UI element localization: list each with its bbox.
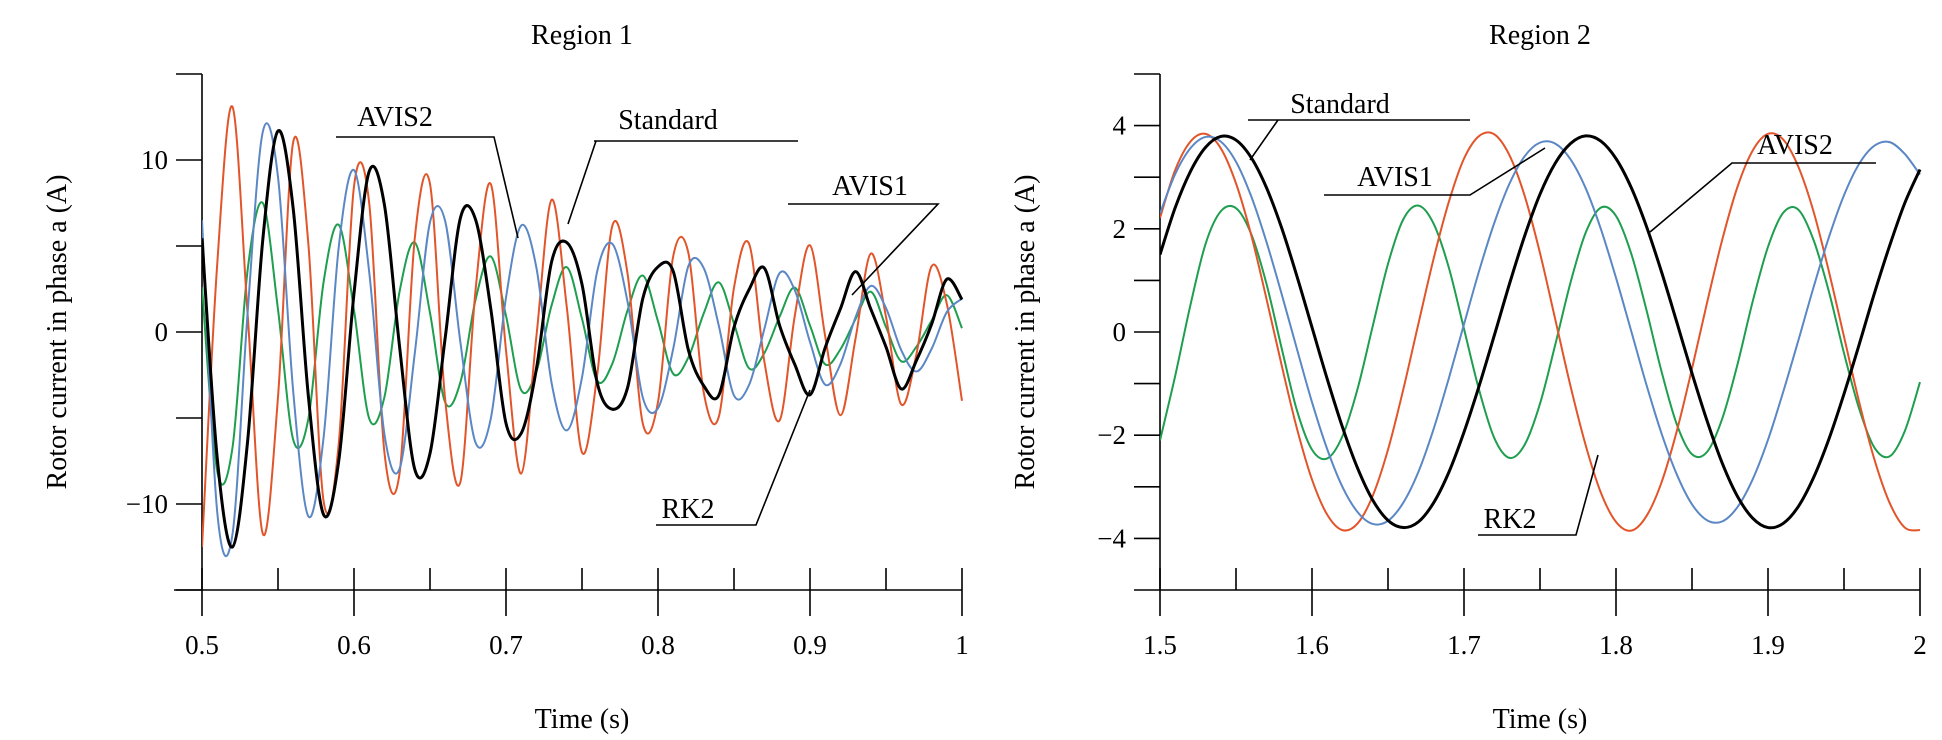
annotation-leader-avis2 (1649, 162, 1876, 233)
y-tick-label: −4 (1097, 523, 1126, 553)
series-line-rk2 (202, 201, 963, 486)
x-tick-label: 1 (955, 630, 969, 660)
series-line-avis1 (1160, 131, 1921, 532)
annotation-label-avis1: AVIS1 (832, 171, 908, 202)
annotation-label-avis1: AVIS1 (1357, 162, 1433, 193)
annotation-leader-standard (1248, 119, 1470, 161)
annotation-label-avis2: AVIS2 (1757, 130, 1833, 161)
y-tick-label: −10 (126, 489, 168, 519)
x-axis-title: Time (s) (535, 704, 630, 735)
x-tick-label: 1.7 (1447, 630, 1481, 660)
y-axis-title: Rotor current in phase a (A) (1010, 175, 1041, 490)
series-line-rk2 (1160, 204, 1921, 461)
annotation-leader-rk2 (656, 389, 811, 526)
series-line-standard (1160, 134, 1922, 530)
x-tick-label: 0.5 (185, 630, 219, 660)
annotation-leader-avis2 (336, 136, 519, 239)
series-line-standard (202, 129, 964, 549)
y-tick-label: 4 (1113, 111, 1127, 141)
x-tick-label: 1.6 (1295, 630, 1329, 660)
annotation-label-rk2: RK2 (662, 494, 715, 525)
annotation-label-standard: Standard (1290, 89, 1390, 120)
y-axis-title: Rotor current in phase a (A) (42, 175, 73, 490)
x-tick-label: 1.5 (1143, 630, 1177, 660)
y-tick-label: 2 (1113, 214, 1127, 244)
y-tick-label: 0 (1113, 317, 1127, 347)
annotation-label-standard: Standard (618, 105, 718, 136)
chart-panel-1: Region 1 0.5 0.6 0.7 0.8 0.9 1 −10 0 10 Time (s) Ro… (42, 20, 969, 735)
y-tick-label: −2 (1097, 420, 1126, 450)
annotation-label-rk2: RK2 (1484, 504, 1537, 535)
annotation-leader-avis1 (1324, 147, 1546, 196)
y-tick-label: 0 (155, 317, 169, 347)
series-line-avis1 (202, 105, 963, 548)
annotation-label-avis2: AVIS2 (357, 102, 433, 133)
panel-title: Region 1 (531, 20, 633, 51)
y-tick-label: 10 (141, 145, 168, 175)
x-tick-label: 2 (1913, 630, 1927, 660)
panel-title: Region 2 (1489, 20, 1591, 51)
series-line-avis2 (1160, 135, 1921, 526)
x-axis-title: Time (s) (1493, 704, 1588, 735)
x-tick-label: 0.8 (641, 630, 675, 660)
annotation-leader-standard (567, 140, 798, 225)
x-tick-label: 0.6 (337, 630, 371, 660)
x-tick-label: 0.9 (793, 630, 827, 660)
x-tick-label: 1.8 (1599, 630, 1633, 660)
annotation-leader-rk2 (1478, 454, 1599, 536)
chart-panel-2: Region 2 1.5 1.6 1.7 1.8 1.9 2 −4 −2 0 2 4 Time (s) R… (1010, 20, 1927, 735)
series-line-avis2 (202, 122, 963, 558)
x-tick-label: 0.7 (489, 630, 523, 660)
x-tick-label: 1.9 (1751, 630, 1785, 660)
annotation-leader-avis1 (788, 203, 940, 296)
